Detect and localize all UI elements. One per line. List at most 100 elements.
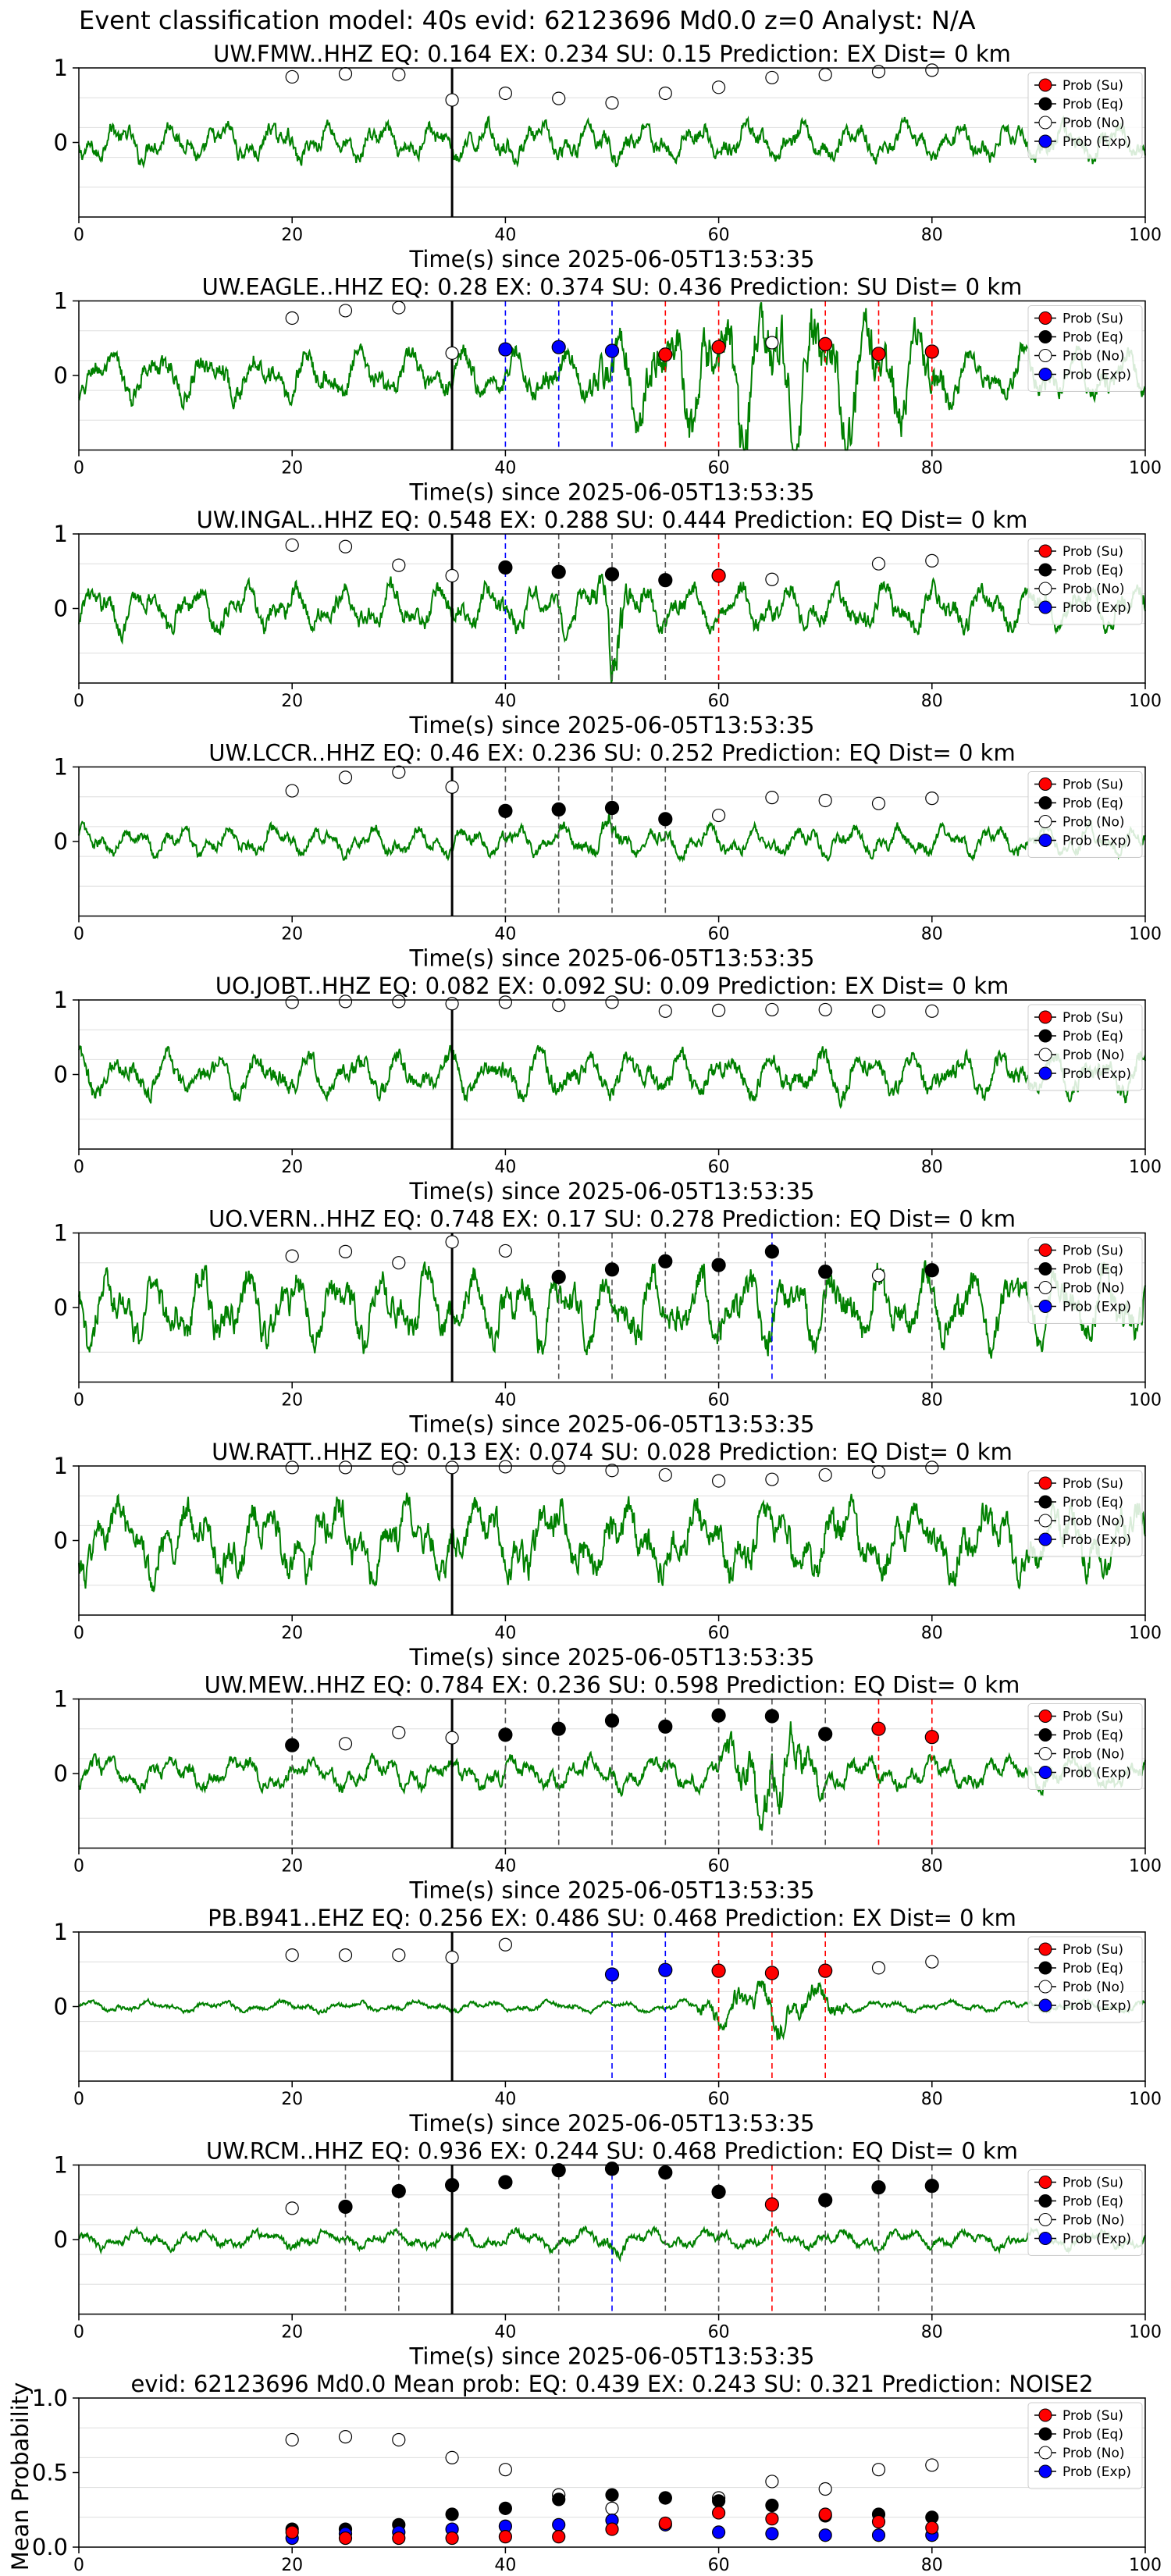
marker-eq	[924, 2179, 939, 2194]
marker-no	[765, 572, 779, 586]
marker-eq	[498, 1727, 513, 1742]
ytick-label: 0	[54, 828, 68, 855]
legend-label: Prob (Exp)	[1062, 1998, 1131, 2014]
legend-label: Prob (Su)	[1062, 311, 1123, 327]
marker-no	[925, 792, 939, 806]
xtick-label: 40	[494, 226, 516, 245]
legend-marker-no	[1038, 1980, 1052, 1994]
marker-no	[392, 1725, 406, 1740]
marker-exp	[604, 1967, 620, 1982]
marker-exp	[711, 2525, 726, 2539]
xtick-label: 60	[708, 2090, 730, 2109]
legend-label: Prob (No)	[1062, 1281, 1125, 1297]
marker-eq	[818, 1265, 833, 1279]
xtick-label: 80	[921, 459, 943, 479]
legend-marker-no	[1038, 582, 1052, 596]
marker-su	[764, 1966, 780, 1980]
legend-marker-no	[1038, 1281, 1052, 1294]
figure-title: Event classification model: 40s evid: 62…	[79, 5, 976, 35]
legend-label: Prob (Su)	[1062, 1710, 1123, 1725]
marker-no	[552, 1461, 566, 1475]
ytick-label: 0.5	[32, 2460, 68, 2486]
marker-eq	[604, 567, 620, 582]
xtick-label: 60	[708, 2556, 730, 2575]
marker-no	[445, 997, 459, 1011]
xtick-label: 40	[494, 459, 516, 479]
marker-no	[605, 1464, 619, 1478]
xtick-label: 100	[1129, 925, 1162, 945]
marker-eq	[391, 2183, 406, 2199]
xtick-label: 100	[1129, 1857, 1162, 1877]
legend-marker-no	[1038, 2213, 1052, 2226]
marker-exp	[604, 343, 620, 358]
xtick-label: 40	[494, 1158, 516, 1177]
legend-label: Prob (Exp)	[1062, 834, 1131, 849]
legend-marker-exp	[1038, 2232, 1052, 2245]
marker-exp	[551, 340, 566, 354]
legend-label: Prob (No)	[1062, 1980, 1125, 1995]
marker-no	[285, 2432, 299, 2447]
marker-no	[445, 1461, 459, 1475]
marker-no	[285, 1461, 299, 1475]
legend-label: Prob (Su)	[1062, 1244, 1123, 1259]
marker-exp	[498, 342, 513, 357]
seismogram-trace	[78, 1044, 1146, 1109]
marker-eq	[604, 800, 620, 816]
ytick-label: 1	[54, 1686, 68, 1713]
ytick-label: 1	[54, 1220, 68, 1247]
seismogram-trace	[78, 115, 1146, 169]
ytick-label: 1	[54, 1453, 68, 1479]
legend-label: Prob (Su)	[1062, 78, 1123, 94]
legend-marker-exp	[1038, 1066, 1052, 1080]
xtick-label: 100	[1129, 2556, 1162, 2575]
panel-station-8: PB.B941..EHZ EQ: 0.256 EX: 0.486 SU: 0.4…	[54, 1905, 1162, 2137]
xtick-label: 40	[494, 925, 516, 945]
xtick-label: 20	[281, 226, 303, 245]
xtick-label: 100	[1129, 226, 1162, 245]
ytick-label: 1	[54, 754, 68, 781]
legend-label: Prob (No)	[1062, 2213, 1125, 2229]
marker-su	[871, 1721, 886, 1736]
marker-no	[445, 568, 459, 583]
legend-marker-su	[1038, 1010, 1052, 1024]
legend-marker-su	[1038, 777, 1052, 791]
xtick-label: 80	[921, 2556, 943, 2575]
marker-no	[392, 1948, 406, 1962]
xtick-label: 80	[921, 1857, 943, 1877]
marker-no	[871, 1268, 886, 1283]
xtick-label: 40	[494, 2090, 516, 2109]
xtick-label: 100	[1129, 1391, 1162, 1411]
xtick-label: 20	[281, 1857, 303, 1877]
marker-no	[765, 1472, 779, 1486]
marker-eq	[445, 2507, 459, 2521]
legend-label: Prob (Eq)	[1062, 1495, 1123, 1510]
legend-marker-exp	[1038, 2464, 1052, 2478]
legend-marker-eq	[1038, 1728, 1052, 1742]
legend-label: Prob (Eq)	[1062, 2194, 1123, 2210]
panel-station-2: UW.INGAL..HHZ EQ: 0.548 EX: 0.288 SU: 0.…	[54, 507, 1162, 738]
x-axis-label: Time(s) since 2025-06-05T13:53:35	[409, 1178, 815, 1204]
marker-no	[285, 784, 299, 798]
panel-mean-probability: evid: 62123696 Md0.0 Mean prob: EQ: 0.43…	[7, 2371, 1162, 2575]
panel-title: UW.RCM..HHZ EQ: 0.936 EX: 0.244 SU: 0.46…	[206, 2138, 1018, 2165]
marker-eq	[498, 2175, 513, 2190]
marker-no	[605, 995, 619, 1009]
xtick-label: 80	[921, 692, 943, 711]
xtick-label: 80	[921, 1158, 943, 1177]
ytick-label: 1	[54, 521, 68, 547]
marker-no	[392, 994, 406, 1009]
xtick-label: 40	[494, 1624, 516, 1643]
xtick-label: 60	[708, 1158, 730, 1177]
marker-no	[765, 336, 779, 350]
marker-eq	[658, 2165, 673, 2180]
marker-no	[871, 796, 886, 810]
panel-title: UW.LCCR..HHZ EQ: 0.46 EX: 0.236 SU: 0.25…	[208, 740, 1015, 767]
legend-marker-no	[1038, 2446, 1052, 2460]
seismogram-trace	[78, 1493, 1146, 1592]
marker-exp	[765, 2527, 779, 2541]
marker-eq	[765, 2498, 779, 2513]
legend-label: Prob (Su)	[1062, 1010, 1123, 1026]
legend-label: Prob (No)	[1062, 1514, 1125, 1529]
marker-su	[818, 2507, 832, 2521]
marker-su	[711, 1963, 726, 1978]
